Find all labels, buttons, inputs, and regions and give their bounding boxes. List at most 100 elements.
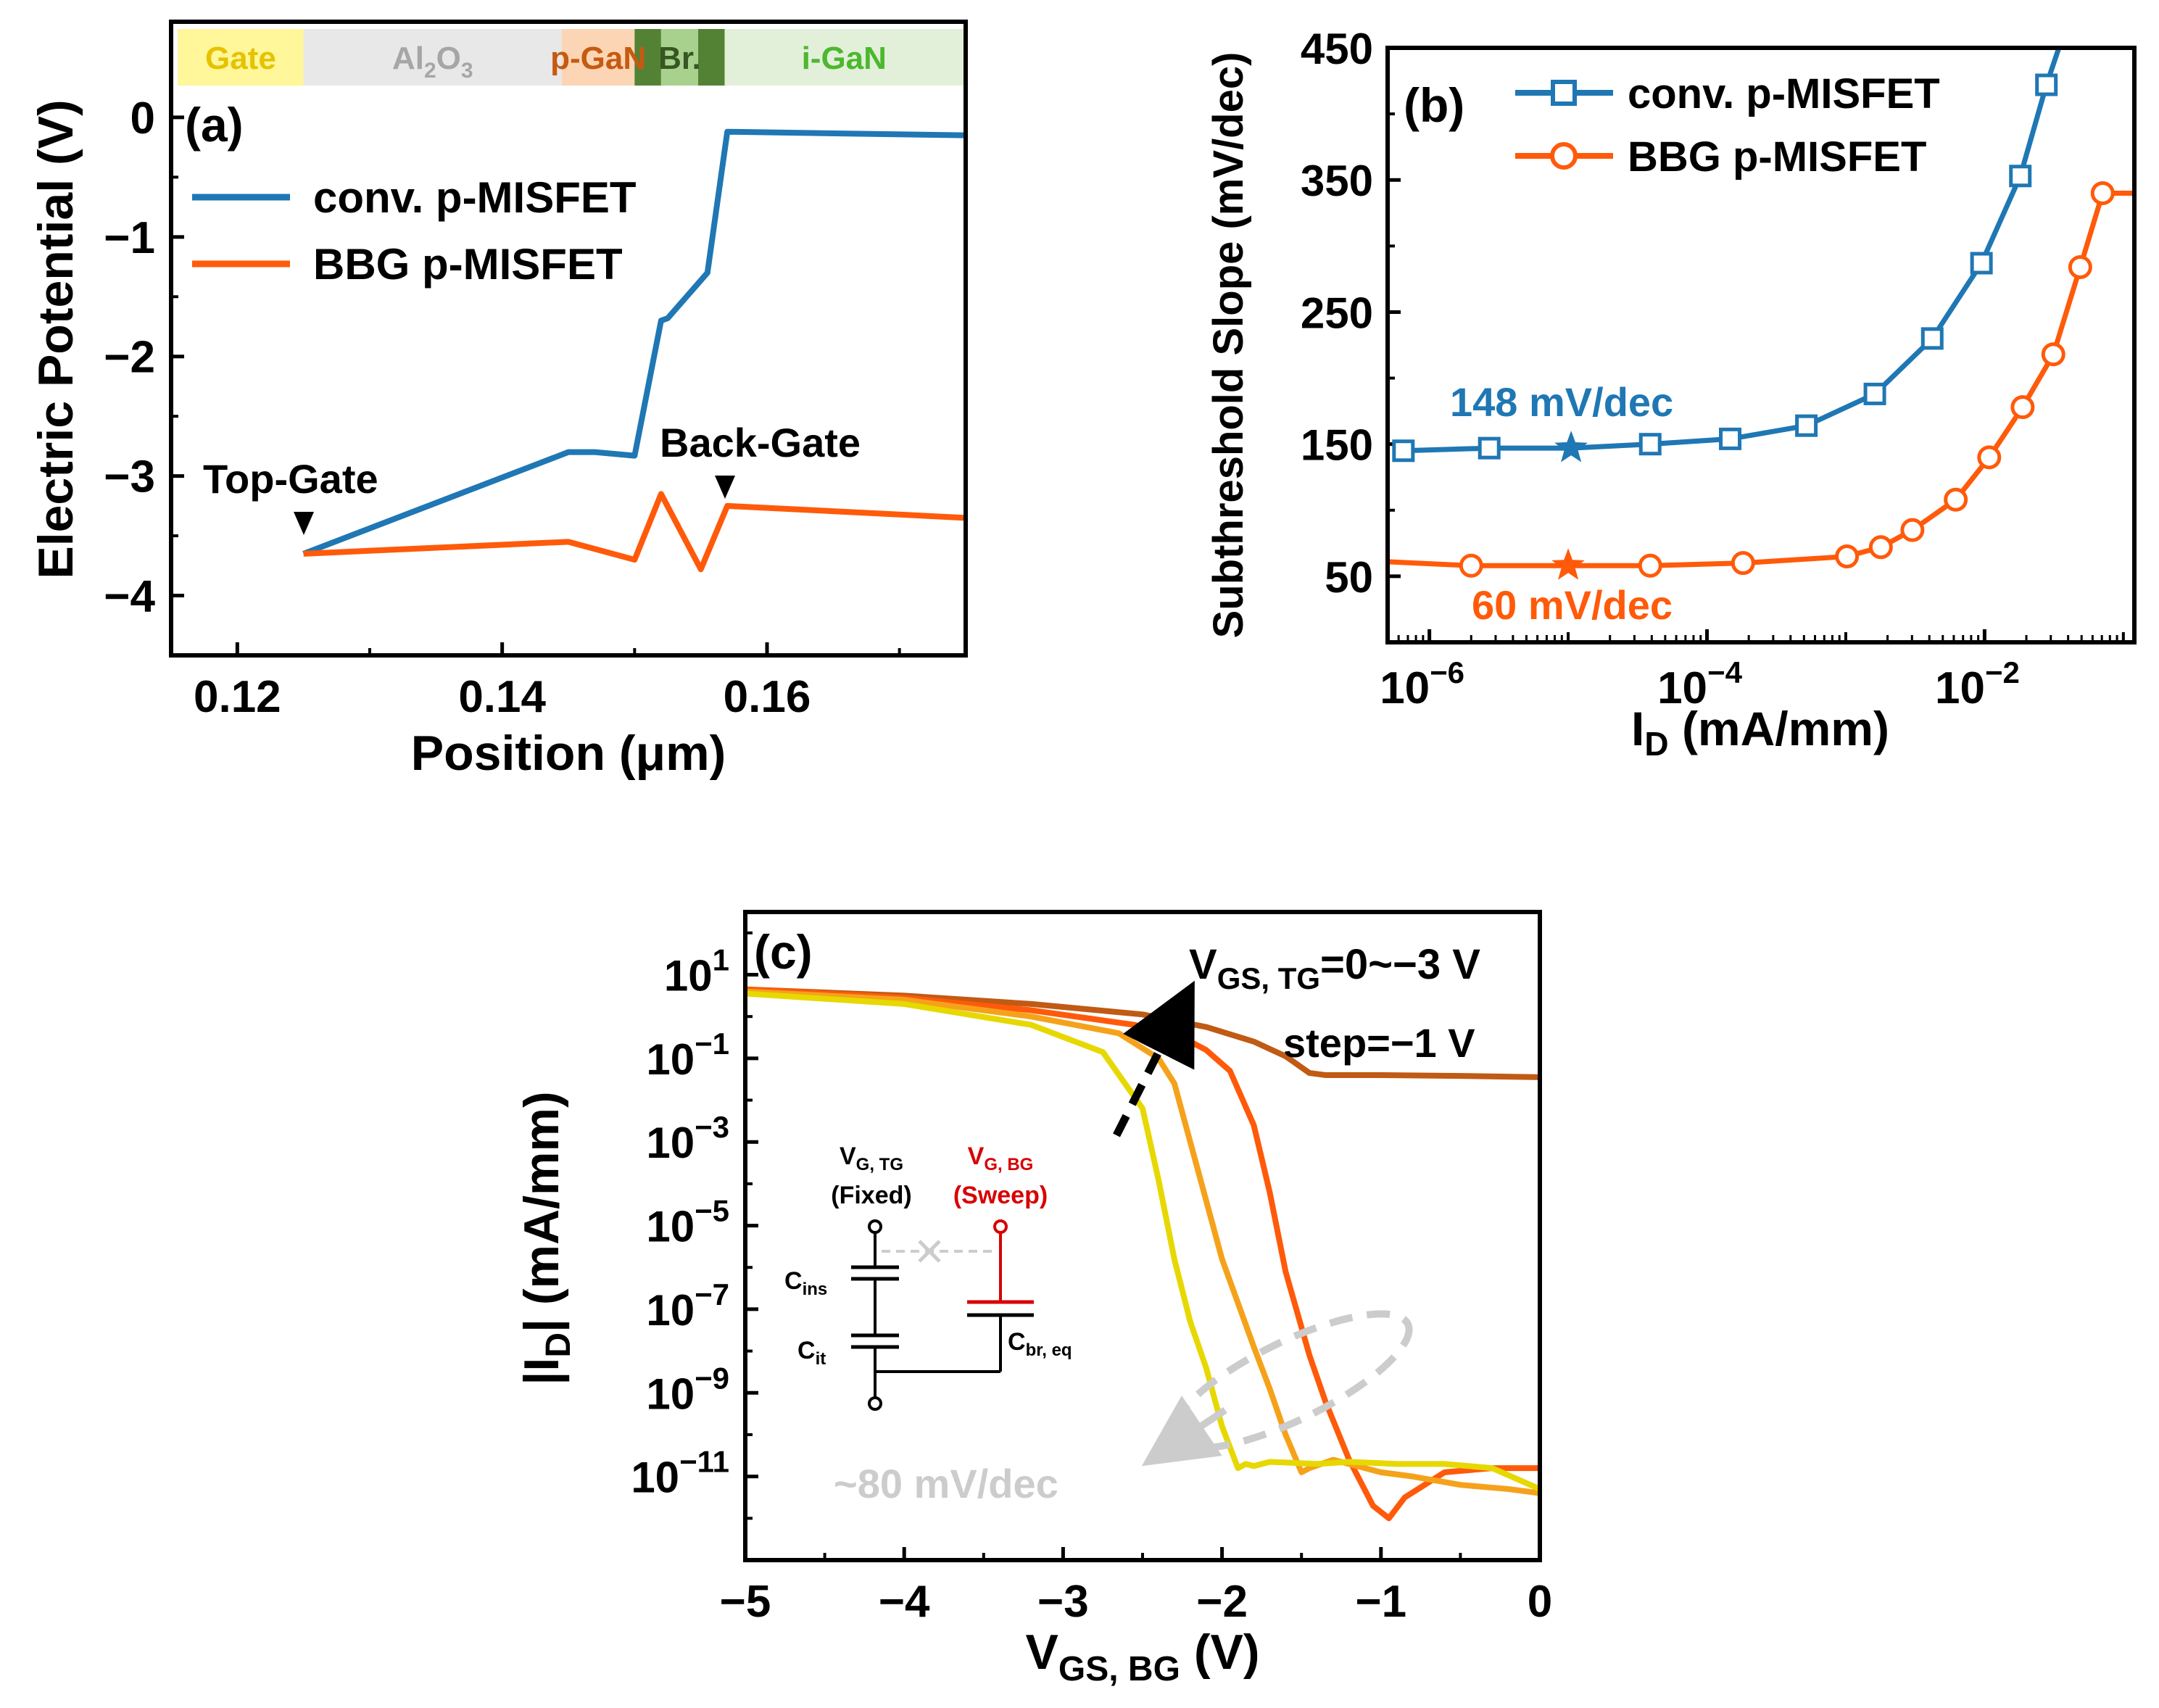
panel-b-point-bbg — [1731, 551, 1755, 576]
panel-a-layer-label-6: i-GaN — [802, 41, 887, 76]
panel-a-frame — [169, 20, 968, 658]
panel-a-layer-5 — [698, 29, 725, 86]
panel-c-ytick-label: 10−3 — [646, 1110, 729, 1167]
panel-b-point-bbg — [1900, 518, 1925, 542]
inset-cbr-label: Cbr, eq — [1008, 1328, 1072, 1360]
panel-c-ytick-label: 101 — [664, 943, 729, 1000]
panel-b-point-bbg — [2041, 342, 2065, 367]
panel-b-point-conv — [1392, 439, 1415, 463]
panel-b-point-bbg — [1835, 544, 1860, 569]
panel-a-layer-4 — [660, 29, 699, 86]
panel-a-xlabel: Position (μm) — [411, 726, 726, 781]
panel-c-xtick-label: −1 — [1355, 1577, 1406, 1627]
panel-b-legend-circle-marker-icon — [1550, 142, 1578, 170]
panel-b-ticks: 10−6 10−4 10−2 50 150 250 350 450 — [1301, 25, 2125, 713]
panel-c-vgs-tg-annotation: VGS, TG=0~−3 V — [1189, 941, 1480, 995]
panel-b-legend-bbg: BBG p-MISFET — [1628, 133, 1926, 181]
panel-b-legend-square-marker-icon — [1551, 80, 1577, 106]
panel-c-xtick-label: −5 — [720, 1577, 771, 1627]
panel-b-point-conv — [1795, 414, 1818, 437]
panel-a-ytick-label: −4 — [104, 572, 155, 622]
panel-a-layer-2 — [561, 29, 635, 86]
panel-b-point-conv — [1478, 436, 1501, 460]
panel-c-ytick-label: 10−11 — [631, 1445, 729, 1502]
panel-a-layer-label-1: Al2O3 — [392, 41, 473, 83]
panel-b-star-bbg-icon — [1551, 548, 1585, 580]
panel-b-ytick-label: 250 — [1301, 289, 1373, 337]
panel-c-xtick-label: −4 — [879, 1577, 930, 1627]
panel-b-ytick-label: 350 — [1301, 157, 1373, 205]
panel-b-ytick-label: 150 — [1301, 421, 1373, 470]
panel-a-ticks: 0.12 0.14 0.16 0 −1 −2 −3 −4 — [104, 94, 901, 722]
panel-b-point-conv — [1638, 433, 1662, 456]
panel-a-xtick-label: 0.16 — [724, 672, 811, 722]
panel-b-plot-area — [1388, 48, 2134, 578]
panel-a-layer-label-0: Gate — [205, 41, 276, 76]
panel-c: −5 −4 −3 −2 −1 010110−110−310−510−710−910−11 … — [514, 910, 1552, 1688]
panel-c-slope-arrow-icon — [1141, 1396, 1227, 1467]
panel-b-ytick-label: 50 — [1325, 553, 1373, 602]
panel-b-label: (b) — [1404, 78, 1464, 132]
panel-a: Gate Al2O3 p-GaN Br. i-GaN 0.12 0.14 0.16 0 −1 −2… — [28, 20, 968, 781]
panel-c-ytick-label: 10−9 — [646, 1361, 729, 1418]
panel-c-circuit-inset: VG, TG (Fixed) VG, BG (Sweep) Cins Cit — [784, 1143, 1072, 1411]
panel-c-series-tg-1 — [745, 988, 1540, 1496]
panel-a-ytick-label: −2 — [104, 333, 155, 383]
panel-c-series-tg-2 — [745, 986, 1540, 1522]
panel-c-plot-area — [745, 986, 1540, 1522]
panel-a-series-conv — [302, 128, 966, 557]
panel-b-frame — [1385, 46, 2137, 644]
panel-b-xtick-label: 10−4 — [1657, 655, 1742, 713]
panel-a-layer-0 — [178, 29, 304, 86]
panel-b-point-bbg — [1638, 553, 1662, 578]
panel-c-xtick-label: −2 — [1196, 1577, 1248, 1627]
inset-bg-terminal-icon — [993, 1219, 1008, 1234]
panel-b-xlabel: ID (mA/mm) — [1631, 702, 1889, 763]
panel-b-ytick-label: 450 — [1301, 25, 1373, 73]
panel-a-label: (a) — [185, 98, 244, 152]
panel-a-legend-conv: conv. p-MISFET — [313, 173, 637, 222]
panel-a-series-bbg — [303, 491, 966, 573]
inset-cross-icon — [918, 1240, 941, 1263]
panel-c-series-tg-3 — [745, 986, 1540, 1080]
panel-a-ylabel: Electric Potential (V) — [28, 99, 83, 579]
panel-b-xtick-label: 10−2 — [1935, 655, 2020, 713]
panel-a-layer-label-4: Br. — [658, 41, 701, 76]
panel-c-ytick-label: 10−5 — [646, 1194, 729, 1251]
panel-b-series — [1388, 48, 2134, 580]
panel-a-layer-6 — [724, 29, 964, 86]
inset-tg-terminal-icon — [868, 1219, 882, 1234]
panel-c-xtick-label: 0 — [1528, 1577, 1552, 1627]
panel-b-point-bbg — [2010, 395, 2035, 420]
panel-b-point-bbg — [2068, 254, 2092, 279]
panel-a-layer-1 — [303, 29, 562, 86]
panel-c-ticks: −5 −4 −3 −2 −1 0 101 10−1 10−3 10−5 10−7 10−9 10−11 — [631, 931, 1552, 1627]
panel-a-xtick-label: 0.14 — [458, 672, 546, 722]
panel-a-ytick-label: −3 — [104, 452, 155, 502]
panel-b-point-conv — [1920, 327, 1944, 350]
panel-a-top-gate-marker-icon — [294, 512, 314, 535]
panel-a-back-gate-marker-icon — [715, 476, 735, 499]
panel-c-frame — [743, 910, 1542, 1562]
panel-a-series — [302, 128, 966, 573]
panel-b-point-bbg — [1459, 553, 1483, 578]
panel-b-point-bbg — [1868, 535, 1893, 560]
panel-b-legend-conv: conv. p-MISFET — [1628, 70, 1940, 117]
panel-a-ytick-label: −1 — [104, 213, 155, 263]
panel-b-star-conv-icon — [1554, 431, 1588, 463]
panel-a-legend-bbg: BBG p-MISFET — [313, 240, 623, 289]
panel-c-vgs-tg-arrow-icon — [1113, 980, 1195, 1137]
panel-b-annotation-60: 60 mV/dec — [1472, 582, 1673, 628]
panel-c-xtick-label: −3 — [1037, 1577, 1089, 1627]
panel-b-point-conv — [1970, 252, 1993, 275]
panel-b-xtick-label: 10−6 — [1380, 655, 1464, 713]
panel-b-point-conv — [1863, 382, 1886, 405]
panel-b-point-bbg — [2090, 181, 2115, 205]
panel-c-step-annotation: step=−1 V — [1283, 1020, 1475, 1066]
panel-b-point-bbg — [1977, 445, 2002, 470]
panel-b-annotation-148: 148 mV/dec — [1450, 379, 1673, 425]
panel-c-xlabel: VGS, BG (V) — [1026, 1625, 1260, 1688]
panel-a-layer-3 — [634, 29, 661, 86]
panel-b-point-conv — [1719, 427, 1742, 450]
